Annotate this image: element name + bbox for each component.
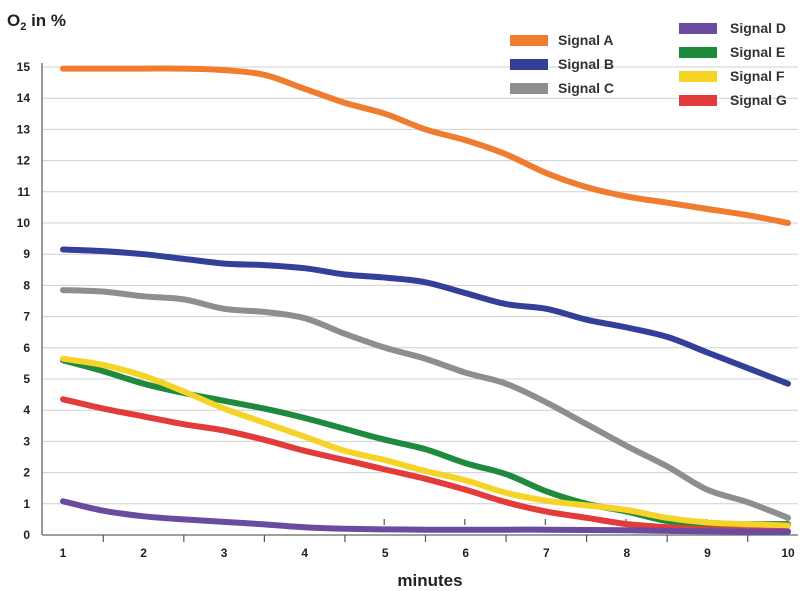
legend-label: Signal C	[558, 80, 614, 96]
series-line-signal-c	[60, 287, 791, 521]
y-tick-label: 9	[23, 247, 30, 261]
x-tick-label: 10	[781, 546, 795, 560]
series-line-signal-b	[60, 246, 791, 387]
x-tick-labels: 1 2 3 4 5 6 7 8 9 10	[60, 546, 795, 560]
legend-label: Signal E	[730, 44, 785, 60]
gridlines	[42, 66, 798, 505]
y-axis-title-rest: in %	[26, 11, 66, 30]
legend-swatch	[510, 35, 548, 46]
legend: Signal A Signal B Signal C Signal D Signal E…	[510, 20, 787, 108]
x-tick-label: 1	[60, 546, 67, 560]
y-tick-label: 3	[23, 434, 30, 448]
x-tick-label: 7	[543, 546, 550, 560]
legend-swatch	[510, 59, 548, 70]
legend-label: Signal A	[558, 32, 614, 48]
legend-label: Signal B	[558, 56, 614, 72]
y-tick-label: 11	[17, 185, 30, 199]
y-tick-label: 6	[23, 341, 30, 355]
legend-swatch	[679, 47, 717, 58]
x-tick-label: 2	[140, 546, 147, 560]
series-line-signal-f	[60, 355, 791, 529]
x-tick-label: 8	[624, 546, 631, 560]
legend-label: Signal G	[730, 92, 787, 108]
legend-swatch	[679, 23, 717, 34]
series-line-signal-d	[60, 498, 791, 535]
legend-label: Signal D	[730, 20, 786, 36]
y-tick-label: 7	[23, 310, 30, 324]
series-line-signal-a	[60, 65, 791, 226]
series-line-signal-g	[60, 396, 791, 535]
y-tick-label: 13	[17, 122, 31, 136]
x-tick-label: 4	[301, 546, 308, 560]
y-axis-title-main: O	[7, 11, 20, 30]
x-axis-title: minutes	[397, 571, 462, 590]
y-tick-label: 0	[23, 528, 30, 542]
y-tick-label: 14	[17, 91, 31, 105]
y-tick-label: 15	[17, 60, 31, 74]
x-tick-label: 9	[704, 546, 711, 560]
x-tick-label: 6	[462, 546, 469, 560]
y-tick-label: 5	[23, 372, 30, 386]
legend-label: Signal F	[730, 68, 785, 84]
legend-swatch	[679, 95, 717, 106]
series-lines	[60, 65, 791, 535]
axes	[41, 63, 798, 542]
legend-swatch	[510, 83, 548, 94]
y-tick-label: 12	[17, 154, 31, 168]
x-tick-label: 5	[382, 546, 389, 560]
x-tick-label: 3	[221, 546, 228, 560]
y-axis-title: O2 in %	[7, 11, 66, 33]
y-tick-label: 10	[17, 216, 31, 230]
y-axis-title-sub: 2	[20, 21, 26, 33]
y-tick-label: 8	[23, 278, 30, 292]
y-tick-label: 2	[23, 466, 30, 480]
y-tick-label: 1	[23, 497, 30, 511]
legend-swatch	[679, 71, 717, 82]
y-tick-label: 4	[23, 403, 30, 417]
